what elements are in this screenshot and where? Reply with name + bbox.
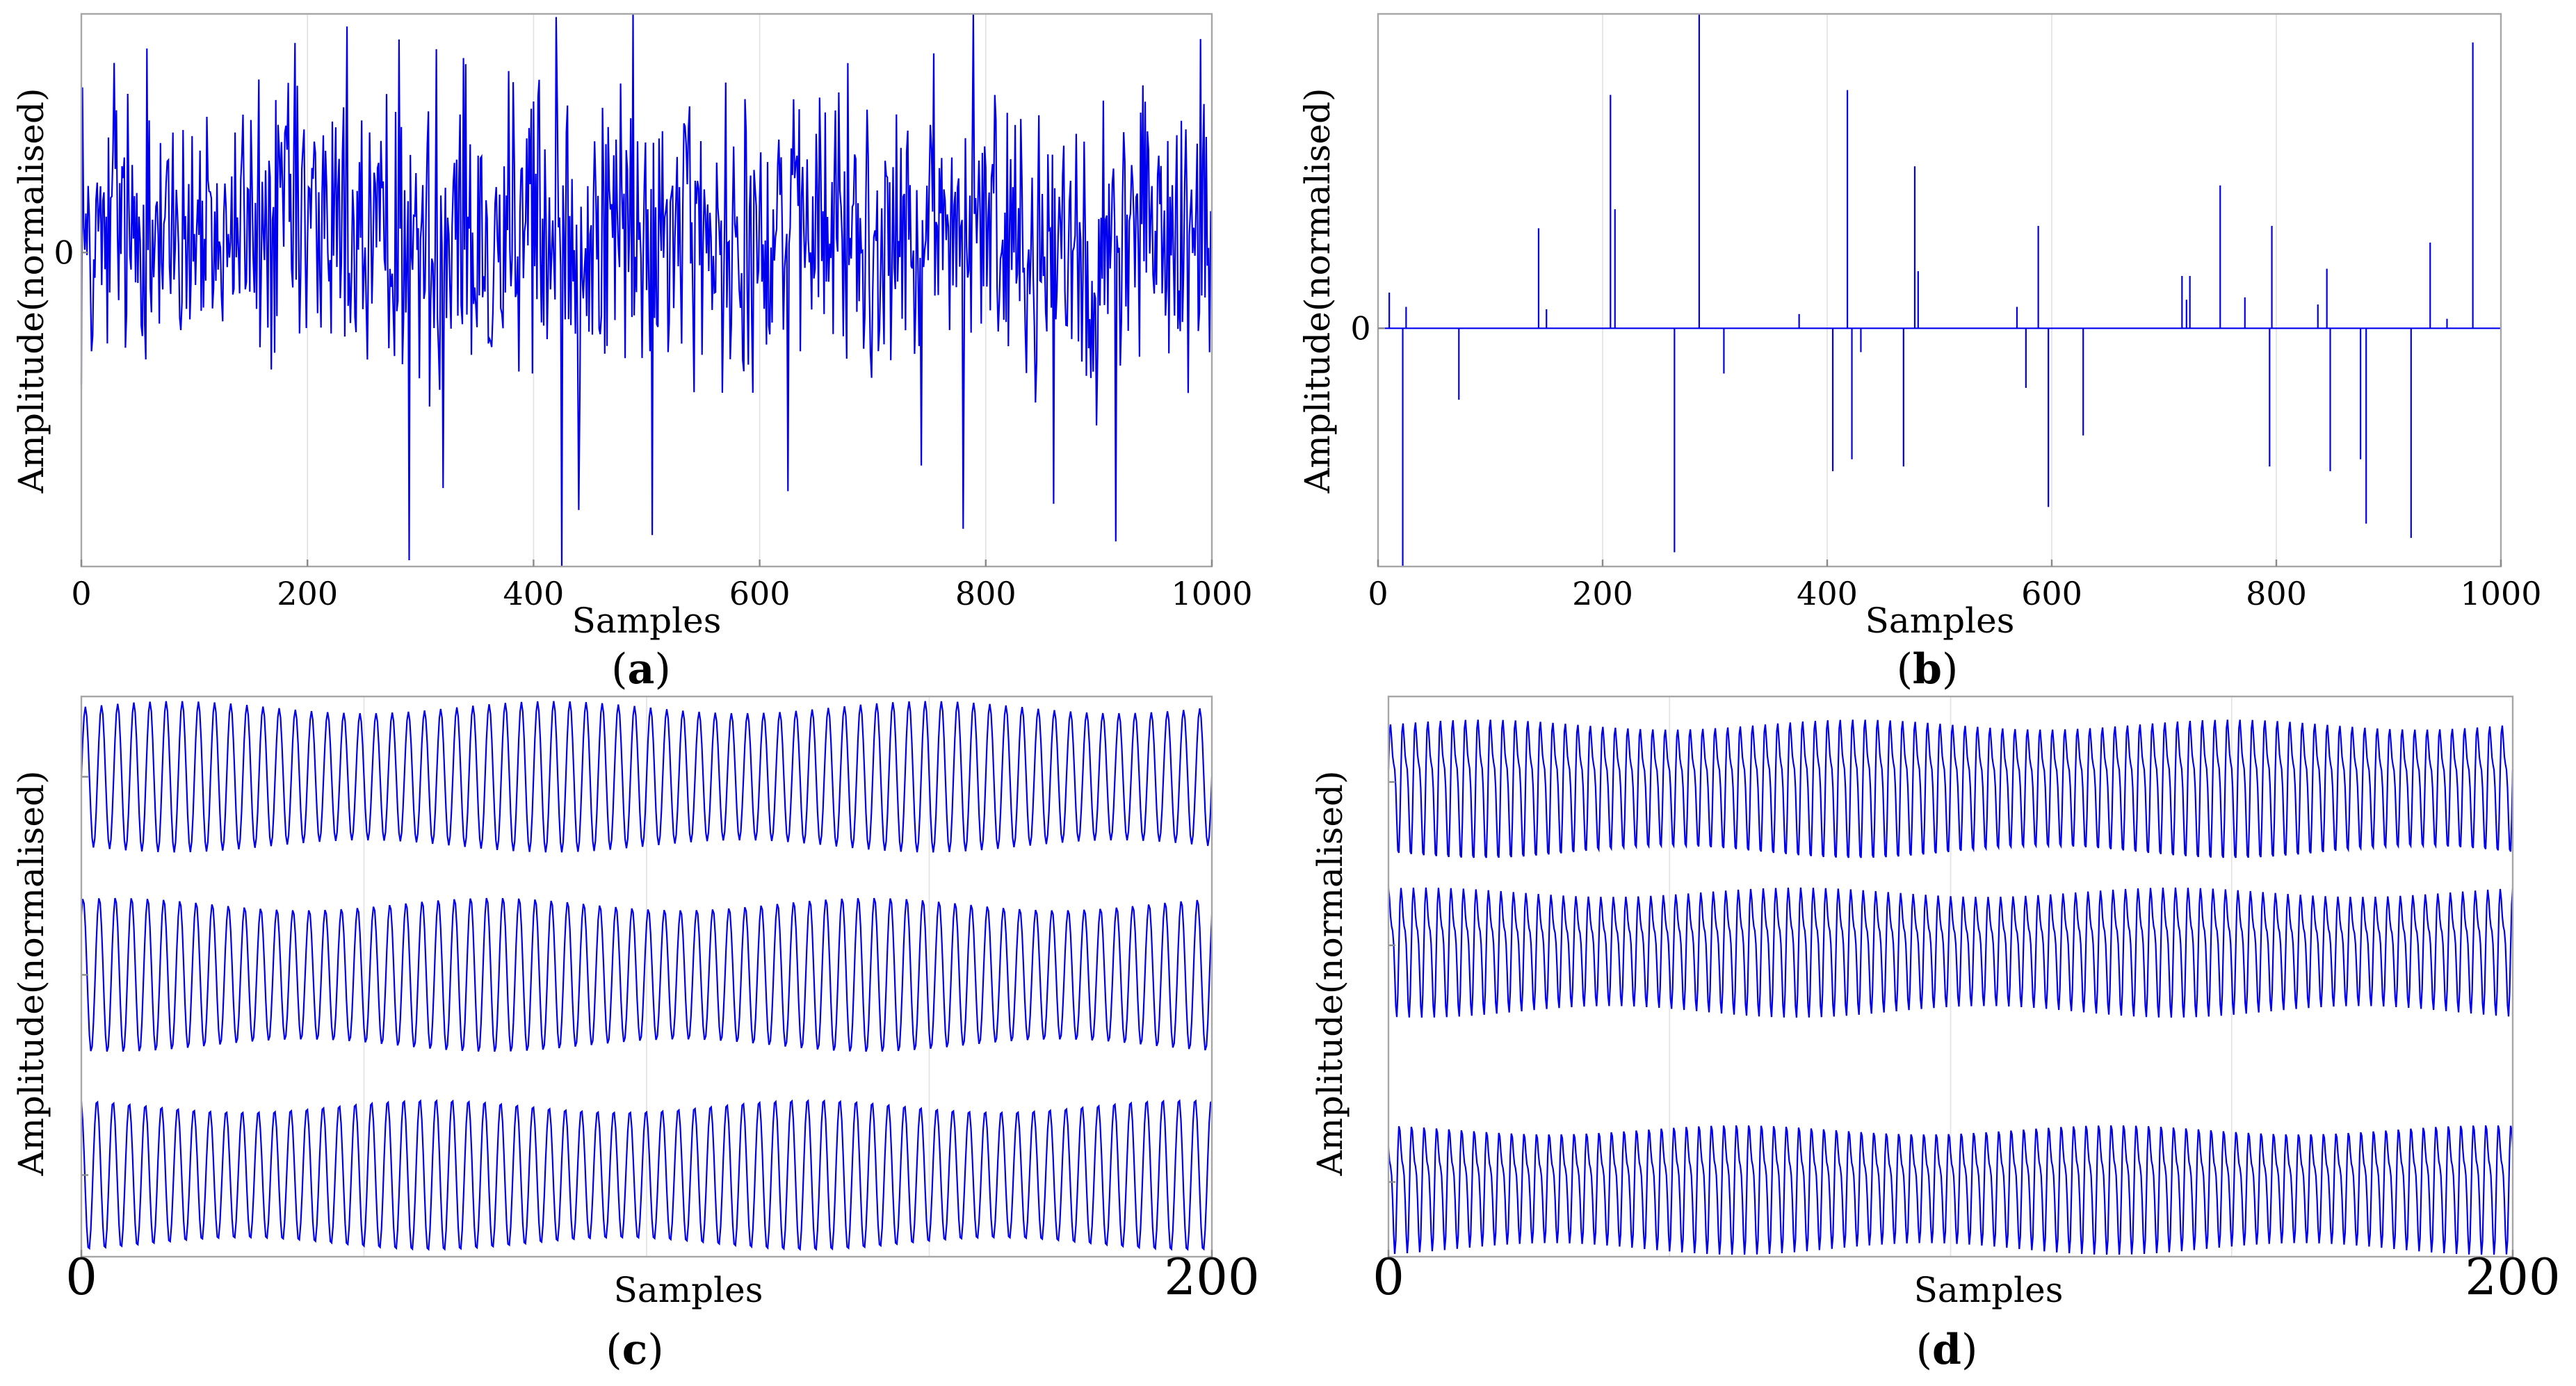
panel-b-x-tick-label-600: 600 bbox=[2021, 575, 2082, 612]
panel-a-signal-line bbox=[80, 13, 1212, 567]
panel-c-x-tick-label-200: 200 bbox=[1164, 1248, 1259, 1306]
panel-b-traces bbox=[1378, 14, 2501, 566]
panel-d-y-axis-label: Amplitude(normalised) bbox=[1310, 770, 1350, 1176]
panel-d-signal-line-3 bbox=[1387, 1125, 2514, 1255]
panel-a-traces bbox=[80, 13, 1212, 567]
panel-d-signal-line-2 bbox=[1387, 887, 2514, 1018]
panel-d-signal-line-1 bbox=[1387, 719, 2514, 858]
panel-b-caption: (b) bbox=[1897, 645, 1959, 694]
panel-c-traces bbox=[80, 701, 1213, 1251]
panel-d-x-ticks: 0 200 bbox=[1372, 1248, 2561, 1306]
panel-a-y-tick-label-0: 0 bbox=[54, 234, 74, 271]
panel-d-x-axis-label: Samples bbox=[1914, 1270, 2064, 1310]
panel-d: 0 200 Samples Amplitude(normalised) (d) bbox=[1310, 695, 2561, 1374]
panel-a-x-tick-label-600: 600 bbox=[729, 575, 791, 612]
panel-a-y-ticks: 0 bbox=[54, 234, 88, 271]
panel-b-x-tick-label-800: 800 bbox=[2246, 575, 2307, 612]
panel-b-grid bbox=[1602, 14, 2277, 566]
panel-d-traces bbox=[1387, 719, 2514, 1255]
panel-b: 0 200 400 600 800 1000 0 Samples Amplitude(no… bbox=[1297, 13, 2542, 694]
panel-c-x-axis-label: Samples bbox=[614, 1270, 763, 1310]
panel-c: 0 200 Samples Amplitude(normalised) (c) bbox=[11, 695, 1260, 1374]
panel-a-x-tick-label-1000: 1000 bbox=[1171, 575, 1252, 612]
panel-a-caption: (a) bbox=[611, 645, 671, 694]
panel-a-x-tick-label-200: 200 bbox=[277, 575, 338, 612]
panel-a-x-ticks: 0 200 400 600 800 1000 bbox=[71, 560, 1253, 612]
panel-c-y-axis-label: Amplitude(normalised) bbox=[11, 770, 51, 1176]
panel-a-x-tick-label-400: 400 bbox=[503, 575, 564, 612]
panel-d-frame bbox=[1387, 695, 2514, 1258]
panel-b-x-tick-label-400: 400 bbox=[1797, 575, 1858, 612]
panel-b-x-tick-label-200: 200 bbox=[1572, 575, 1633, 612]
panel-c-signal-line-1 bbox=[80, 701, 1213, 853]
panel-b-x-tick-label-0: 0 bbox=[1368, 575, 1388, 612]
panel-d-caption: (d) bbox=[1916, 1326, 1978, 1374]
panel-a-y-axis-label: Amplitude(normalised) bbox=[11, 88, 51, 494]
panel-b-y-axis-label: Amplitude(normalised) bbox=[1297, 88, 1338, 494]
panel-b-x-ticks: 0 200 400 600 800 1000 bbox=[1368, 560, 2542, 612]
panel-a-x-tick-label-800: 800 bbox=[955, 575, 1016, 612]
panel-b-y-tick-label-0: 0 bbox=[1350, 309, 1370, 347]
panel-c-caption: (c) bbox=[606, 1326, 663, 1374]
panel-d-x-tick-label-200: 200 bbox=[2465, 1248, 2560, 1306]
panel-c-frame bbox=[80, 695, 1213, 1258]
panel-b-x-axis-label: Samples bbox=[1865, 601, 2015, 641]
panel-c-x-ticks: 0 200 bbox=[65, 1248, 1260, 1306]
panel-a-frame bbox=[80, 13, 1213, 568]
panel-c-signal-line-3 bbox=[80, 1099, 1213, 1251]
panel-d-x-tick-label-0: 0 bbox=[1372, 1248, 1404, 1306]
panel-c-signal-line-2 bbox=[80, 897, 1213, 1052]
panel-a-x-tick-label-0: 0 bbox=[71, 575, 91, 612]
panel-b-frame bbox=[1377, 13, 2502, 568]
panel-a: 0 200 400 600 800 1000 0 Samples Amplitude(no… bbox=[11, 13, 1253, 694]
panel-b-y-ticks: 0 bbox=[1350, 309, 1385, 347]
panel-b-x-tick-label-1000: 1000 bbox=[2460, 575, 2541, 612]
panel-a-x-axis-label: Samples bbox=[572, 601, 722, 641]
panel-c-x-tick-label-0: 0 bbox=[65, 1248, 97, 1306]
